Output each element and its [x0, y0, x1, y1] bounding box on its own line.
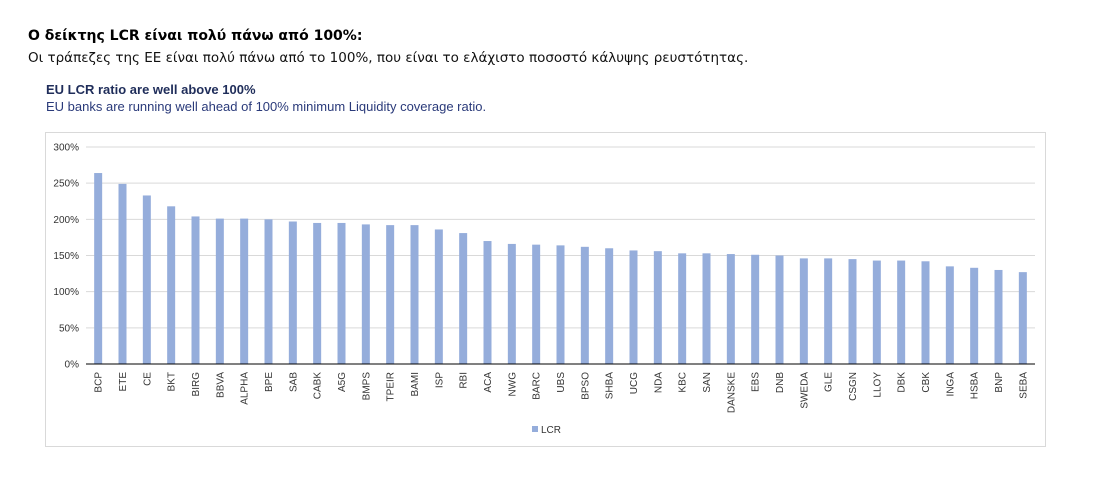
x-tick-label-csgn: CSGN	[848, 372, 859, 401]
page-heading: Ο δείκτης LCR είναι πολύ πάνω από 100%:	[28, 28, 363, 44]
bar-birg	[191, 216, 200, 364]
bar-lloy	[872, 260, 881, 364]
x-tick-label-ebs: EBS	[751, 372, 762, 392]
bar-ucg	[629, 250, 638, 364]
y-axis-ticks: 300% 250% 200% 150% 100% 50% 0%	[53, 143, 79, 371]
bar-cbk	[921, 261, 930, 364]
x-tick-label-seba: SEBA	[1018, 372, 1029, 399]
chart-subtitle: EU banks are running well ahead of 100% …	[46, 99, 487, 114]
bar-ete	[118, 183, 127, 364]
bar-ebs	[751, 254, 760, 364]
x-tick-label-san: SAN	[702, 372, 713, 393]
bar-isp	[434, 229, 443, 364]
x-tick-label-sweda: SWEDA	[799, 372, 810, 409]
legend-swatch	[532, 426, 538, 432]
x-tick-label-ucg: UCG	[629, 372, 640, 394]
bar-bami	[410, 225, 419, 364]
x-tick-label-birg: BIRG	[191, 372, 202, 397]
x-tick-label-inga: INGA	[945, 372, 956, 397]
bar-kbc	[678, 253, 687, 364]
x-tick-label-ete: ETE	[118, 372, 129, 392]
bar-cabk	[313, 222, 322, 364]
bar-ce	[142, 195, 151, 364]
x-tick-label-nwg: NWG	[507, 372, 518, 397]
bar-alpha	[240, 218, 249, 364]
bar-nda	[653, 251, 662, 364]
x-tick-label-dnb: DNB	[775, 372, 786, 393]
x-tick-label-cabk: CABK	[313, 372, 324, 400]
bar-csgn	[848, 259, 857, 364]
x-tick-label-lloy: LLOY	[872, 372, 883, 398]
x-tick-label-isp: ISP	[434, 372, 445, 388]
bar-rbi	[459, 233, 468, 364]
x-tick-label-rbi: RBI	[459, 372, 470, 389]
x-tick-label-bkt: BKT	[167, 372, 178, 391]
x-tick-label-bpso: BPSO	[580, 372, 591, 400]
x-tick-label-bpe: BPE	[264, 372, 275, 392]
bar-barc	[532, 244, 541, 364]
x-tick-label-aca: ACA	[483, 372, 494, 393]
bar-dnb	[775, 255, 784, 364]
x-tick-label-cbk: CBK	[921, 372, 932, 393]
x-axis-ticks: BCP ETE CE BKT BIRG BBVA ALPHA BPE SAB CABK A5G BMP…	[94, 372, 1030, 413]
bar-tpeir	[386, 225, 395, 364]
bar-bpso	[580, 246, 589, 364]
x-tick-label-bcp: BCP	[94, 372, 105, 393]
bar-bpe	[264, 219, 273, 364]
x-tick-label-hsba: HSBA	[970, 372, 981, 400]
y-tick-label: 300%	[53, 143, 79, 154]
x-tick-label-ce: CE	[142, 372, 153, 386]
x-tick-label-bnp: BNP	[994, 372, 1005, 393]
y-tick-label: 150%	[53, 251, 79, 262]
bar-nwg	[507, 243, 516, 364]
bar-hsba	[970, 267, 979, 364]
bars	[94, 173, 1027, 364]
x-tick-label-kbc: KBC	[678, 372, 689, 393]
x-tick-label-nda: NDA	[653, 372, 664, 393]
x-tick-label-ubs: UBS	[556, 372, 567, 393]
bar-bbva	[215, 218, 224, 364]
x-tick-label-dbk: DBK	[897, 372, 908, 393]
bar-danske	[726, 254, 735, 364]
bar-dbk	[897, 260, 906, 364]
x-tick-label-a5g: A5G	[337, 372, 348, 392]
y-tick-label: 250%	[53, 179, 79, 190]
bar-gle	[824, 258, 833, 364]
bar-shba	[605, 248, 614, 364]
bar-a5g	[337, 222, 346, 364]
bar-bnp	[994, 269, 1003, 364]
x-tick-label-alpha: ALPHA	[240, 372, 251, 405]
bar-bcp	[94, 173, 103, 364]
legend-label-lcr: LCR	[541, 425, 561, 436]
x-tick-label-bbva: BBVA	[215, 372, 226, 398]
y-tick-label: 200%	[53, 215, 79, 226]
bar-seba	[1018, 272, 1027, 364]
bar-sweda	[799, 258, 808, 364]
legend: LCR	[532, 425, 561, 436]
x-tick-label-gle: GLE	[824, 372, 835, 392]
bar-bkt	[167, 206, 176, 364]
bar-sab	[288, 221, 297, 364]
x-tick-label-shba: SHBA	[605, 372, 616, 400]
intro-text: Οι τράπεζες της ΕΕ είναι πολύ πάνω από τ…	[28, 50, 749, 66]
x-tick-label-bmps: BMPS	[361, 372, 372, 401]
bar-ubs	[556, 245, 565, 364]
bar-aca	[483, 241, 492, 364]
y-tick-label: 100%	[53, 287, 79, 298]
x-tick-label-danske: DANSKE	[726, 372, 737, 413]
x-tick-label-sab: SAB	[288, 372, 299, 392]
x-tick-label-bami: BAMI	[410, 372, 421, 396]
chart-panel	[45, 132, 1046, 447]
bar-bmps	[361, 224, 370, 364]
y-tick-label: 0%	[65, 360, 80, 371]
x-tick-label-tpeir: TPEIR	[386, 372, 397, 401]
chart-title: EU LCR ratio are well above 100%	[46, 82, 256, 97]
x-tick-label-barc: BARC	[532, 372, 543, 400]
lcr-bar-chart: 300% 250% 200% 150% 100% 50% 0% BCP ETE CE BKT BIR…	[53, 143, 1035, 436]
bar-inga	[945, 266, 954, 364]
bar-san	[702, 253, 711, 364]
y-tick-label: 50%	[59, 323, 79, 334]
